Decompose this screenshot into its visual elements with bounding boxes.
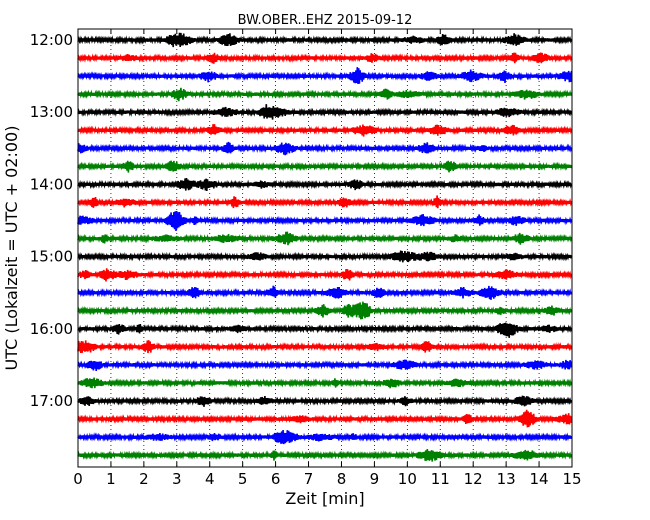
seismic-trace	[77, 211, 573, 232]
seismic-trace	[77, 395, 573, 407]
seismic-trace	[77, 250, 573, 263]
seismic-trace	[77, 104, 573, 120]
x-tick-label: 1	[106, 470, 116, 488]
seismic-trace	[77, 322, 573, 338]
x-tick-label: 12	[464, 470, 483, 488]
y-axis-ticks: 12:00 13:00 14:00 15:00 16:00 17:00	[30, 31, 572, 410]
seismic-trace	[77, 67, 573, 85]
x-tick-label: 6	[271, 470, 281, 488]
seismic-trace	[77, 52, 573, 64]
x-tick-label: 3	[172, 470, 182, 488]
x-tick-label: 2	[139, 470, 149, 488]
y-axis-label: UTC (Lokalzeit = UTC + 02:00)	[2, 126, 21, 371]
seismic-trace	[77, 141, 573, 156]
seismic-trace	[77, 268, 573, 282]
x-tick-label: 11	[431, 470, 450, 488]
x-tick-label: 13	[497, 470, 516, 488]
seismic-trace	[77, 301, 573, 320]
y-tick-label: 16:00	[30, 320, 73, 338]
trace-group	[77, 32, 573, 462]
x-tick-label: 4	[205, 470, 215, 488]
seismic-trace	[77, 448, 573, 462]
y-tick-label: 15:00	[30, 248, 73, 266]
chart-title: BW.OBER..EHZ 2015-09-12	[238, 13, 413, 28]
y-tick-label: 12:00	[30, 31, 73, 49]
y-tick-label: 14:00	[30, 175, 73, 193]
x-tick-label: 8	[337, 470, 347, 488]
y-tick-label: 13:00	[30, 103, 73, 121]
x-tick-label: 7	[304, 470, 314, 488]
seismic-trace	[77, 359, 573, 371]
x-tick-label: 10	[398, 470, 417, 488]
plot-frame	[77, 28, 573, 468]
seismic-trace	[77, 32, 573, 48]
seismic-trace	[77, 195, 573, 209]
seismic-trace	[77, 160, 573, 173]
seismic-trace	[77, 231, 573, 246]
seismic-trace	[77, 430, 573, 445]
x-tick-label: 5	[238, 470, 248, 488]
x-tick-label: 14	[530, 470, 549, 488]
x-axis-ticks: 0 1 2 3 4 5 6 7 8 9 10 11 12 13 14 15	[73, 29, 582, 488]
seismic-trace	[77, 87, 573, 102]
seismic-trace	[77, 377, 573, 389]
seismic-trace	[77, 340, 573, 354]
seismic-trace	[77, 124, 573, 137]
seismic-trace	[77, 409, 573, 428]
x-axis-label: Zeit [min]	[285, 489, 364, 508]
x-tick-label: 15	[562, 470, 581, 488]
seismic-trace	[77, 177, 573, 191]
seismic-trace	[77, 285, 573, 300]
x-tick-label: 0	[73, 470, 83, 488]
y-tick-label: 17:00	[30, 392, 73, 410]
x-tick-label: 9	[370, 470, 380, 488]
